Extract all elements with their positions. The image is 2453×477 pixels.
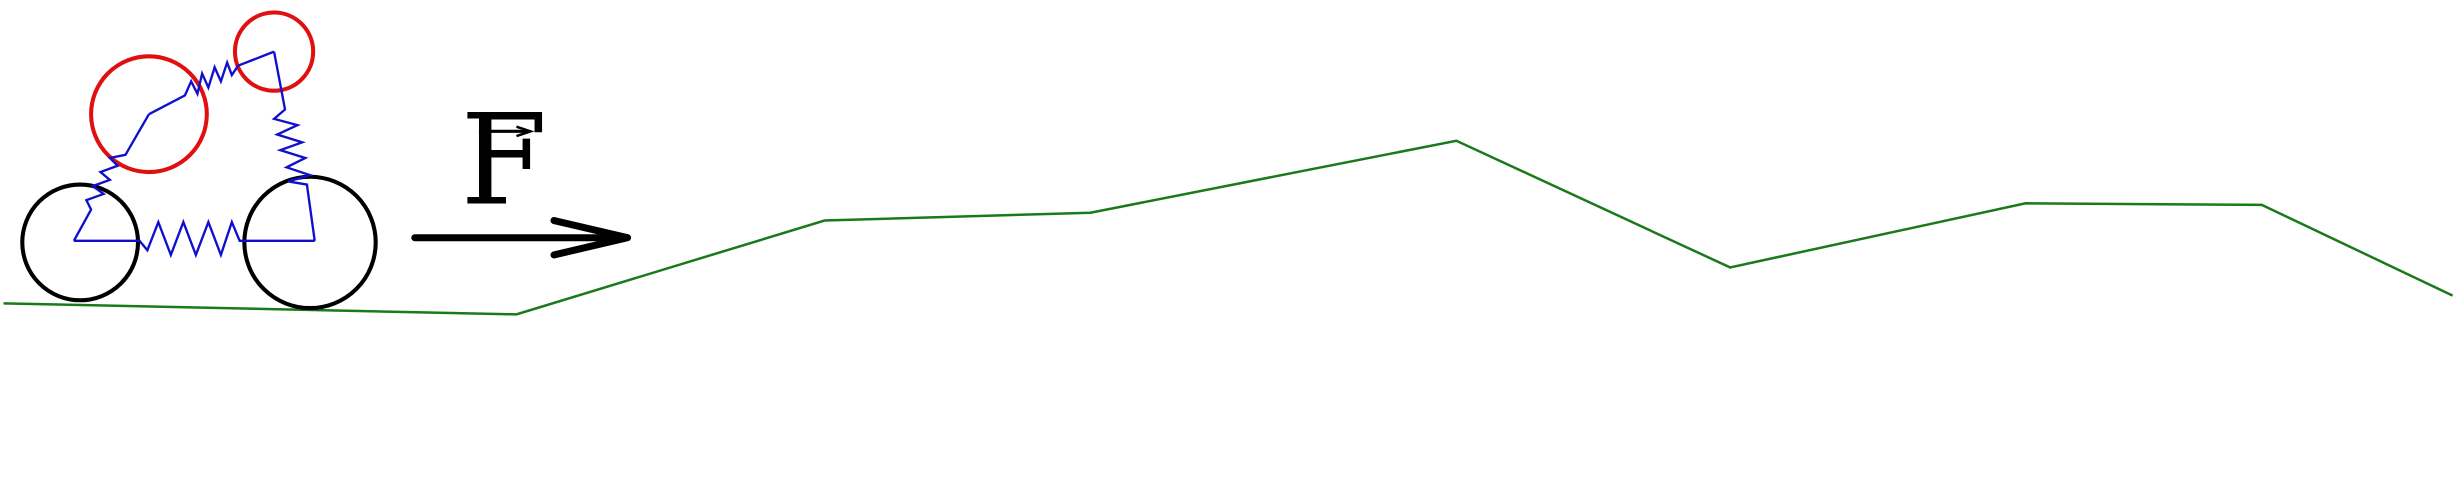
vector-arrowhead <box>516 125 535 138</box>
rear-wheel <box>20 182 141 303</box>
spring-top <box>148 50 275 116</box>
spring-right <box>271 51 316 242</box>
springs <box>72 50 316 259</box>
force-label: F <box>461 87 548 233</box>
force-label-group: F <box>461 87 548 233</box>
upper-left-body-circle <box>89 54 209 175</box>
force-arrow <box>411 216 632 259</box>
spring-left <box>72 113 150 242</box>
spring-wheels <box>73 218 315 259</box>
front-wheel <box>242 174 378 311</box>
upper-right-body-circle <box>232 10 316 93</box>
ground-line <box>3 139 2453 316</box>
